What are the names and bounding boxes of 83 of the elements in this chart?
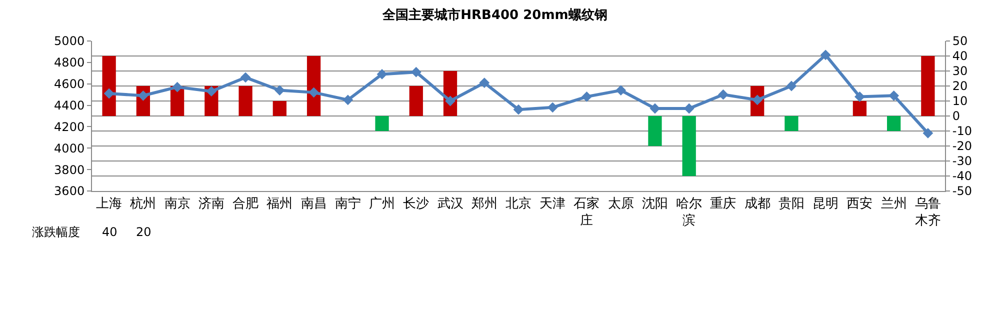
point <box>718 89 728 100</box>
bar <box>784 116 798 131</box>
point <box>445 96 456 106</box>
y2-tick-label: -50 <box>952 184 972 198</box>
x-tick-label: 济南 <box>198 196 224 212</box>
y-tick-label: 5000 <box>54 34 85 48</box>
point <box>513 104 524 115</box>
x-tick-label: 贵阳 <box>778 196 804 212</box>
x-tick-label: 兰州 <box>880 196 907 212</box>
x-tick-label: 南宁 <box>334 196 361 212</box>
y2-tick-label: -10 <box>952 124 972 138</box>
x-tick-label: 沈阳 <box>642 196 668 212</box>
point <box>650 103 660 114</box>
point <box>479 78 490 88</box>
y2-tick-label: 10 <box>952 94 968 108</box>
y2-tick-label: 30 <box>952 64 968 78</box>
bar <box>306 56 321 116</box>
point <box>240 72 251 83</box>
bar <box>682 116 696 176</box>
bar <box>887 116 901 131</box>
x-tick-label: 长沙 <box>403 196 430 212</box>
x-tick-label: 广州 <box>369 196 396 212</box>
x-tick-label: 重庆 <box>710 196 736 212</box>
y2-tick-label: -40 <box>952 169 972 184</box>
data-label: 40 <box>102 225 118 239</box>
bar <box>238 86 252 116</box>
y2-tick-label: -20 <box>952 139 972 154</box>
point <box>376 69 388 80</box>
x-tick-label: 上海 <box>96 196 122 212</box>
chart-title: 全国主要城市HRB400 20mm螺纹钢 <box>382 7 608 24</box>
y-tick-label: 4200 <box>54 120 85 134</box>
y-tick-label: 4600 <box>54 77 85 92</box>
point <box>308 87 319 98</box>
bar <box>852 101 867 116</box>
point <box>547 102 558 113</box>
x-tick-label: 福州 <box>266 196 293 212</box>
point <box>786 80 797 92</box>
point <box>206 86 217 97</box>
point <box>888 90 900 101</box>
x-tick-label: 合肥 <box>232 196 259 212</box>
point <box>274 85 285 96</box>
point <box>820 50 831 60</box>
x-tick-label: 哈尔滨 <box>676 196 702 228</box>
point <box>854 92 865 102</box>
x-tick-label: 成都 <box>744 196 770 212</box>
x-tick-label: 北京 <box>506 196 532 212</box>
x-tick-label: 石家庄 <box>574 196 600 228</box>
point <box>172 82 182 92</box>
bar <box>648 116 662 146</box>
x-tick-label: 昆明 <box>812 196 839 212</box>
y2-tick-label: 20 <box>952 79 968 94</box>
text: 涨跌幅度 <box>32 225 80 239</box>
data-label: 20 <box>136 225 152 239</box>
x-tick-label: 武汉 <box>437 196 464 212</box>
bar <box>921 56 935 116</box>
point <box>342 94 354 106</box>
point <box>616 85 626 96</box>
point <box>582 92 592 102</box>
x-tick-label: 郑州 <box>471 196 498 212</box>
point <box>922 128 934 138</box>
y2-tick-label: 0 <box>952 109 960 124</box>
x-tick-label: 西安 <box>846 196 873 212</box>
y-tick-label: 4000 <box>54 141 85 156</box>
bar <box>102 56 116 116</box>
point <box>410 66 422 78</box>
x-tick-label: 南京 <box>164 196 190 212</box>
point <box>684 103 694 114</box>
bar <box>272 101 286 116</box>
bar <box>375 116 389 131</box>
y2-tick-label: 40 <box>952 49 968 64</box>
x-tick-label: 乌鲁木齐 <box>914 196 941 228</box>
y-tick-label: 4800 <box>54 56 85 70</box>
y-tick-label: 4400 <box>54 98 85 112</box>
x-tick-label: 天津 <box>540 196 566 212</box>
x-tick-label: 杭州 <box>129 196 156 212</box>
y-tick-label: 3800 <box>54 162 85 177</box>
x-tick-label: 太原 <box>608 196 634 212</box>
y-tick-label: 3600 <box>54 184 85 198</box>
point <box>104 88 114 99</box>
y2-tick-label: 50 <box>952 34 968 48</box>
y2-tick-label: -30 <box>952 154 972 168</box>
bar <box>409 86 423 116</box>
x-tick-label: 南昌 <box>300 196 327 212</box>
